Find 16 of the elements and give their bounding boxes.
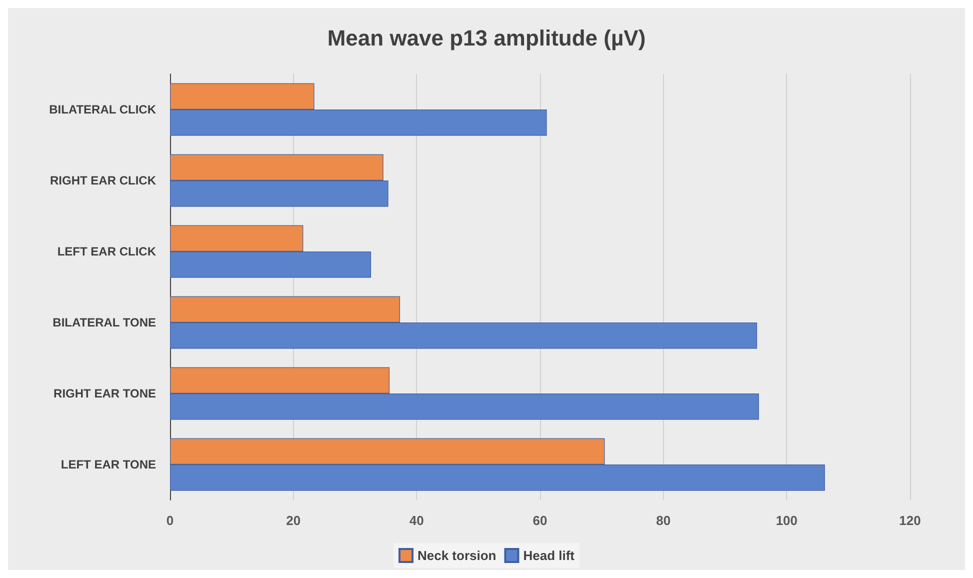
x-tick-label: 100 <box>776 513 798 528</box>
x-tick-label: 0 <box>166 513 174 528</box>
legend-label: Head lift <box>523 548 576 563</box>
x-tick-label: 60 <box>532 513 548 528</box>
legend-label: Neck torsion <box>417 548 496 563</box>
chart-title: Mean wave p13 amplitude (µV) <box>327 26 646 50</box>
x-tick-label: 80 <box>656 513 671 528</box>
x-tick-label: 40 <box>409 513 424 528</box>
y-tick-label: LEFT EAR TONE <box>60 458 156 472</box>
y-tick-label: BILATERAL CLICK <box>49 102 156 116</box>
y-tick-label: BILATERAL TONE <box>52 316 156 330</box>
x-tick-label: 20 <box>286 513 301 528</box>
y-tick-label: RIGHT EAR CLICK <box>50 174 156 188</box>
y-tick-label: LEFT EAR CLICK <box>57 244 156 258</box>
x-tick-label: 120 <box>899 513 921 528</box>
y-tick-label: RIGHT EAR TONE <box>54 386 156 400</box>
